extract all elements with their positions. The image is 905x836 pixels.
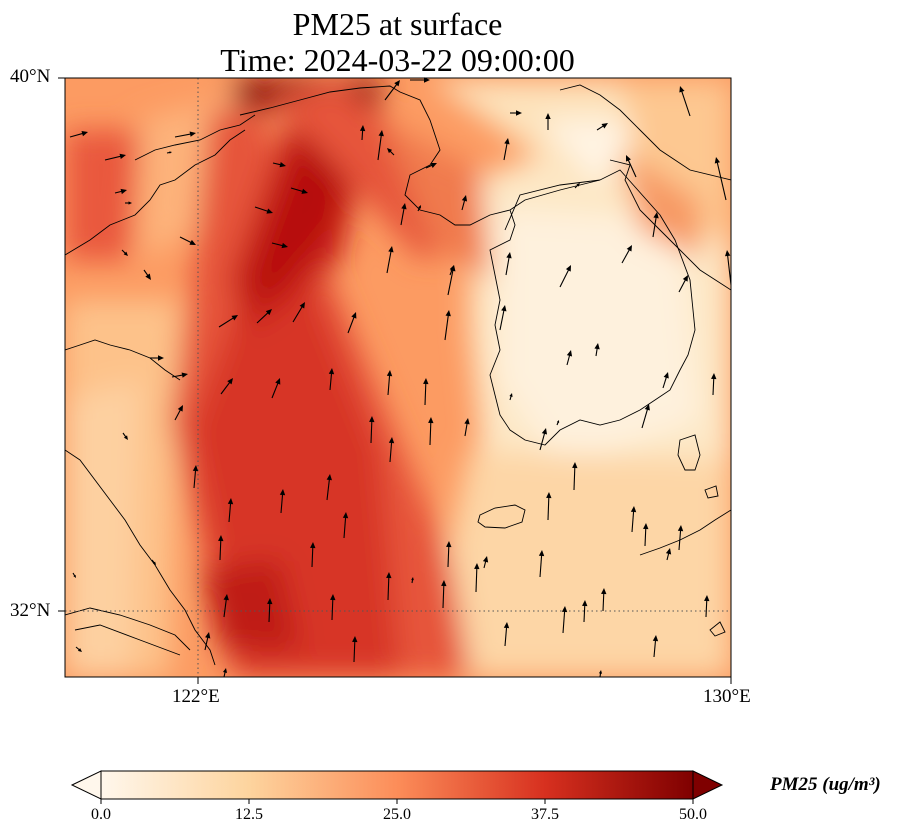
wind-vectors [69,77,732,678]
colorbar-tick-50: 50.0 [679,806,707,823]
gridlines [65,78,731,677]
pm25-field [65,78,731,677]
colorbar-tick-0: 0.0 [91,806,111,823]
colorbar-under-extend [70,770,102,800]
lat-tick-40n: 40°N [10,66,51,87]
map-title: PM25 at surface [292,6,503,42]
colorbar-over-extend [692,770,724,800]
coastlines [65,84,731,666]
colorbar-tick-25: 25.0 [383,806,411,823]
lon-tick-122e: 122°E [172,686,220,707]
lon-tick-130e: 130°E [703,686,751,707]
colorbar-gradient [100,770,694,800]
colorbar-label: PM25 (ug/m³) [770,774,881,795]
lat-tick-32n: 32°N [10,600,51,621]
colorbar [70,770,724,804]
colorbar-tick-37-5: 37.5 [531,806,559,823]
map-frame [64,77,732,678]
colorbar-tick-12-5: 12.5 [235,806,263,823]
map-subtitle-time: Time: 2024-03-22 09:00:00 [220,42,575,78]
